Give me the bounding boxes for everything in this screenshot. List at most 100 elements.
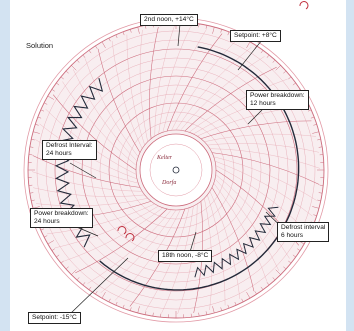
rim-tick — [47, 95, 55, 100]
temperature-ring — [45, 39, 307, 301]
rim-tick — [76, 59, 80, 63]
time-line — [75, 208, 168, 274]
leader-line — [247, 109, 263, 125]
trace-defrost-spikes-6h — [194, 206, 279, 278]
rim-tick — [283, 266, 287, 270]
callout-defrost-interval-6h: Defrost interval 6 hours — [277, 222, 330, 242]
rim-tick — [220, 29, 222, 33]
time-line — [87, 209, 172, 284]
marker-stroke — [299, 1, 309, 10]
time-line — [213, 183, 268, 282]
callout-18th-noon: 18th noon, -8°C — [158, 250, 213, 262]
rim-tick — [29, 192, 34, 194]
rim-tick — [122, 31, 125, 36]
time-line — [32, 155, 141, 188]
time-line — [62, 81, 137, 166]
rim-tick — [283, 70, 287, 74]
time-line — [175, 47, 252, 131]
rim-tick — [260, 50, 264, 54]
rim-tick — [266, 54, 270, 58]
rim-tick — [31, 199, 35, 202]
rim-tick — [56, 82, 60, 86]
rim-tick — [297, 248, 301, 251]
rim-tick — [43, 102, 48, 105]
rim-tick — [198, 312, 200, 317]
time-line — [100, 209, 177, 293]
time-line — [162, 29, 207, 133]
leader-line — [177, 23, 181, 47]
rim-tick — [288, 260, 292, 264]
rim-tick — [205, 311, 208, 315]
rim-tick — [95, 291, 98, 295]
rim-tick — [266, 282, 270, 286]
rim-tick — [313, 124, 317, 126]
rim-tick — [115, 301, 118, 306]
solution-label: Solution — [26, 41, 54, 50]
rim-tick — [288, 76, 292, 80]
time-line — [209, 148, 321, 169]
rim-tick — [65, 70, 69, 74]
rim-tick — [227, 304, 230, 309]
rim-tick — [292, 82, 296, 86]
time-line — [171, 39, 238, 131]
rim-tick — [29, 146, 34, 148]
leader-line — [189, 231, 197, 253]
marker-stroke — [117, 226, 127, 235]
temperature-ring — [99, 93, 253, 247]
time-line — [139, 29, 148, 142]
chart-disc — [23, 17, 329, 323]
rim-tick — [313, 214, 317, 216]
rim-tick — [115, 34, 118, 39]
rim-tick — [205, 25, 208, 29]
temperature-ring — [54, 48, 298, 292]
rim-tick — [108, 298, 111, 303]
rim-tick — [108, 37, 111, 42]
time-line — [149, 27, 159, 139]
rim-tick — [272, 59, 276, 63]
trace-upper — [99, 46, 300, 291]
rim-tick — [101, 291, 106, 299]
rim-tick — [312, 131, 320, 134]
rim-tick — [40, 109, 45, 112]
rim-tick — [310, 116, 315, 119]
time-line — [31, 171, 143, 192]
time-line — [211, 187, 255, 292]
time-line — [214, 178, 280, 271]
time-line — [84, 58, 139, 157]
time-line — [46, 203, 155, 235]
rim-tick — [130, 307, 132, 311]
rim-tick — [318, 192, 323, 194]
rim-tick — [60, 76, 64, 80]
rim-tick — [76, 277, 80, 281]
rim-tick — [122, 304, 125, 309]
rim-tick — [71, 269, 77, 275]
callout-2nd-noon: 2nd noon, +14°C — [140, 14, 198, 26]
time-line — [180, 56, 265, 131]
rim-tick — [88, 50, 92, 54]
time-line — [189, 78, 288, 133]
rim-tick — [137, 26, 140, 34]
rim-tick — [260, 286, 264, 290]
leader-line — [237, 39, 263, 71]
time-line — [35, 198, 148, 207]
rim-tick — [40, 228, 45, 231]
time-line — [207, 143, 319, 153]
rim-tick — [220, 307, 222, 311]
rim-tick — [47, 240, 55, 245]
time-line — [215, 174, 290, 259]
time-line — [204, 133, 317, 142]
rim-tick — [317, 138, 321, 141]
rim-tick — [137, 306, 140, 314]
rim-tick — [82, 54, 86, 58]
rim-tick — [130, 29, 132, 33]
time-line — [114, 209, 181, 301]
rim-tick — [234, 301, 237, 306]
rim-tick — [246, 41, 251, 49]
center-pin — [172, 166, 180, 174]
rim-tick — [212, 306, 215, 314]
rim-tick — [272, 277, 276, 281]
rim-tick — [292, 254, 296, 258]
time-line — [64, 207, 163, 262]
time-line — [200, 120, 312, 139]
time-line — [184, 66, 277, 132]
